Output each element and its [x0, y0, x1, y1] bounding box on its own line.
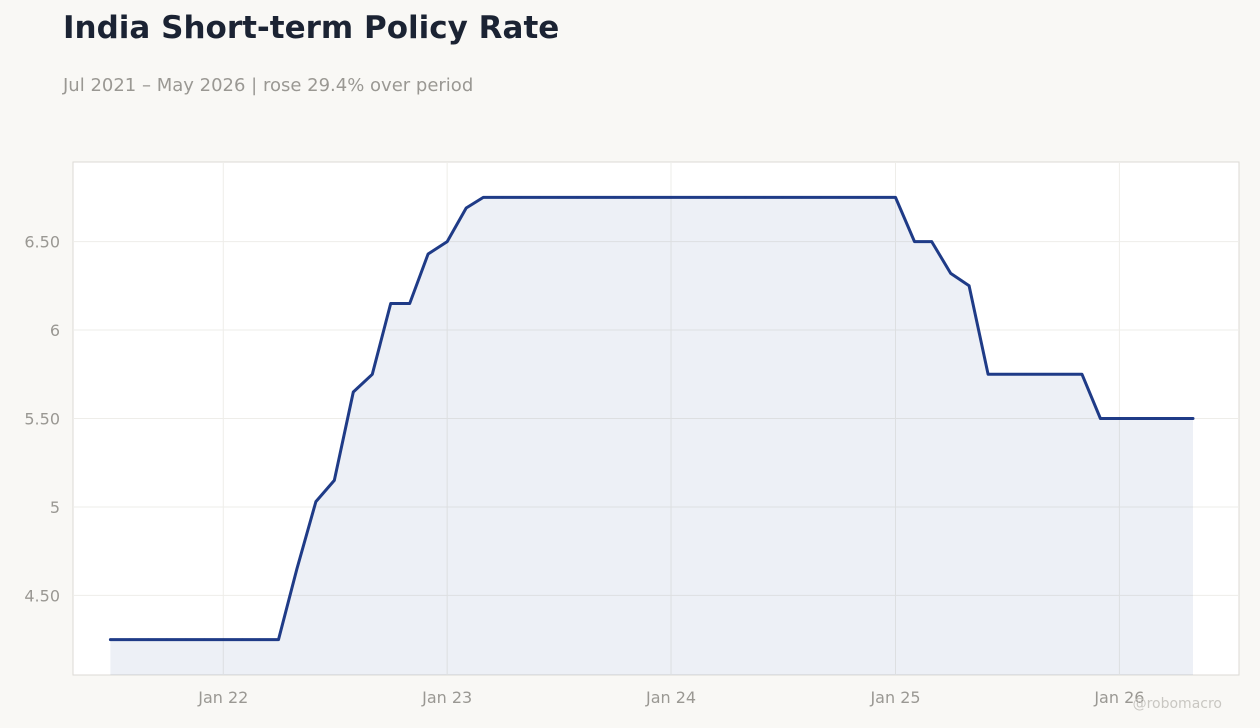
data-point [258, 638, 261, 641]
data-point [763, 196, 766, 199]
data-point [930, 240, 933, 243]
y-tick-label: 6.50 [24, 233, 60, 252]
data-point [986, 373, 990, 376]
data-point [595, 196, 598, 199]
data-point [222, 638, 225, 641]
y-axis-ticks: 4.50 5 5.50 6 6.50 [24, 233, 60, 606]
data-point [669, 196, 673, 199]
data-point [482, 196, 485, 199]
data-point [913, 240, 916, 243]
data-point [725, 196, 728, 199]
data-point [557, 196, 560, 199]
data-point [875, 196, 878, 199]
data-point [1024, 373, 1027, 376]
data-point [1154, 417, 1157, 420]
data-point [856, 196, 860, 199]
data-point [1118, 417, 1121, 420]
data-point [1173, 417, 1176, 420]
y-tick-label: 6 [50, 321, 60, 340]
data-point [408, 302, 411, 305]
data-point [744, 196, 747, 199]
y-tick-label: 4.50 [24, 586, 60, 605]
data-point [314, 500, 318, 503]
data-point [837, 196, 841, 199]
data-point [1191, 417, 1195, 420]
x-tick-label: Jan 22 [197, 688, 248, 707]
series-area [110, 197, 1193, 675]
y-tick-label: 5.50 [24, 410, 60, 429]
data-point [1005, 373, 1008, 376]
data-point [519, 196, 522, 199]
data-point [165, 638, 168, 641]
data-point [819, 196, 822, 199]
data-point [426, 252, 430, 256]
data-point [894, 196, 897, 199]
chart-subtitle: Jul 2021 – May 2026 | rose 29.4% over pe… [63, 75, 474, 96]
data-point [1043, 373, 1046, 376]
x-axis-ticks: Jan 22 Jan 23 Jan 24 Jan 25 Jan 26 [197, 688, 1144, 707]
data-point [538, 196, 541, 199]
data-point [967, 284, 971, 287]
data-point [1099, 417, 1102, 420]
data-point [241, 638, 244, 641]
x-tick-label: Jan 23 [421, 688, 472, 707]
data-point [1137, 417, 1140, 420]
data-point [109, 638, 112, 641]
data-points [109, 196, 1195, 641]
data-point [949, 272, 952, 275]
data-point [465, 206, 468, 210]
data-point [371, 373, 374, 376]
data-point [333, 479, 336, 482]
data-point [613, 196, 616, 199]
data-point [632, 196, 635, 199]
data-point [781, 196, 784, 199]
data-point [277, 638, 280, 641]
x-tick-label: Jan 25 [869, 688, 920, 707]
x-tick-label: Jan 24 [645, 688, 696, 707]
data-point [800, 196, 803, 199]
data-point [147, 638, 150, 641]
data-point [1061, 373, 1065, 376]
data-point [128, 638, 131, 641]
data-point [706, 196, 709, 199]
data-point [446, 240, 449, 243]
data-point [295, 567, 299, 571]
data-point [501, 196, 504, 199]
data-point [184, 638, 188, 641]
data-point [576, 196, 579, 199]
data-point [688, 196, 692, 199]
data-point [389, 302, 392, 305]
x-tick-label: Jan 26 [1093, 688, 1144, 707]
data-point [352, 390, 355, 394]
data-point [650, 196, 654, 199]
data-point [203, 638, 206, 641]
watermark: @robomacro [1132, 696, 1222, 712]
y-tick-label: 5 [50, 498, 60, 517]
data-point [1080, 373, 1084, 376]
chart-title: India Short-term Policy Rate [63, 10, 560, 46]
